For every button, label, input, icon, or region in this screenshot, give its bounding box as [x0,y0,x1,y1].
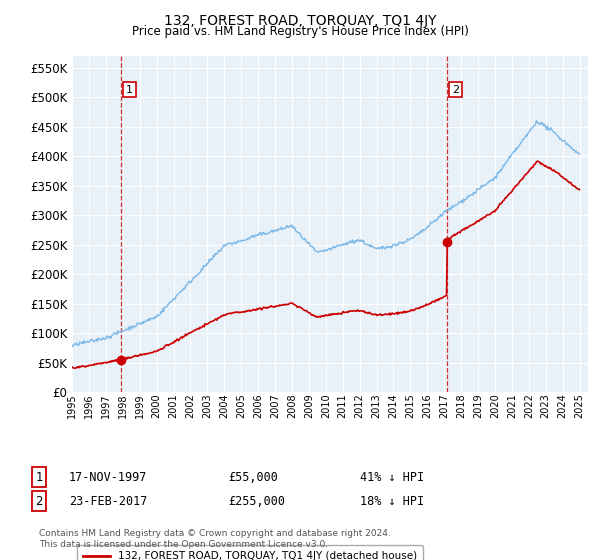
Text: £55,000: £55,000 [228,470,278,484]
Text: 18% ↓ HPI: 18% ↓ HPI [360,494,424,508]
Text: 132, FOREST ROAD, TORQUAY, TQ1 4JY: 132, FOREST ROAD, TORQUAY, TQ1 4JY [164,14,436,28]
Legend: 132, FOREST ROAD, TORQUAY, TQ1 4JY (detached house), HPI: Average price, detache: 132, FOREST ROAD, TORQUAY, TQ1 4JY (deta… [77,545,423,560]
Text: 1: 1 [126,85,133,95]
Text: 17-NOV-1997: 17-NOV-1997 [69,470,148,484]
Text: £255,000: £255,000 [228,494,285,508]
Text: 41% ↓ HPI: 41% ↓ HPI [360,470,424,484]
Text: 2: 2 [452,85,459,95]
Text: 1: 1 [35,470,43,484]
Text: Contains HM Land Registry data © Crown copyright and database right 2024.
This d: Contains HM Land Registry data © Crown c… [39,529,391,549]
Text: 23-FEB-2017: 23-FEB-2017 [69,494,148,508]
Text: 2: 2 [35,494,43,508]
Text: Price paid vs. HM Land Registry's House Price Index (HPI): Price paid vs. HM Land Registry's House … [131,25,469,38]
